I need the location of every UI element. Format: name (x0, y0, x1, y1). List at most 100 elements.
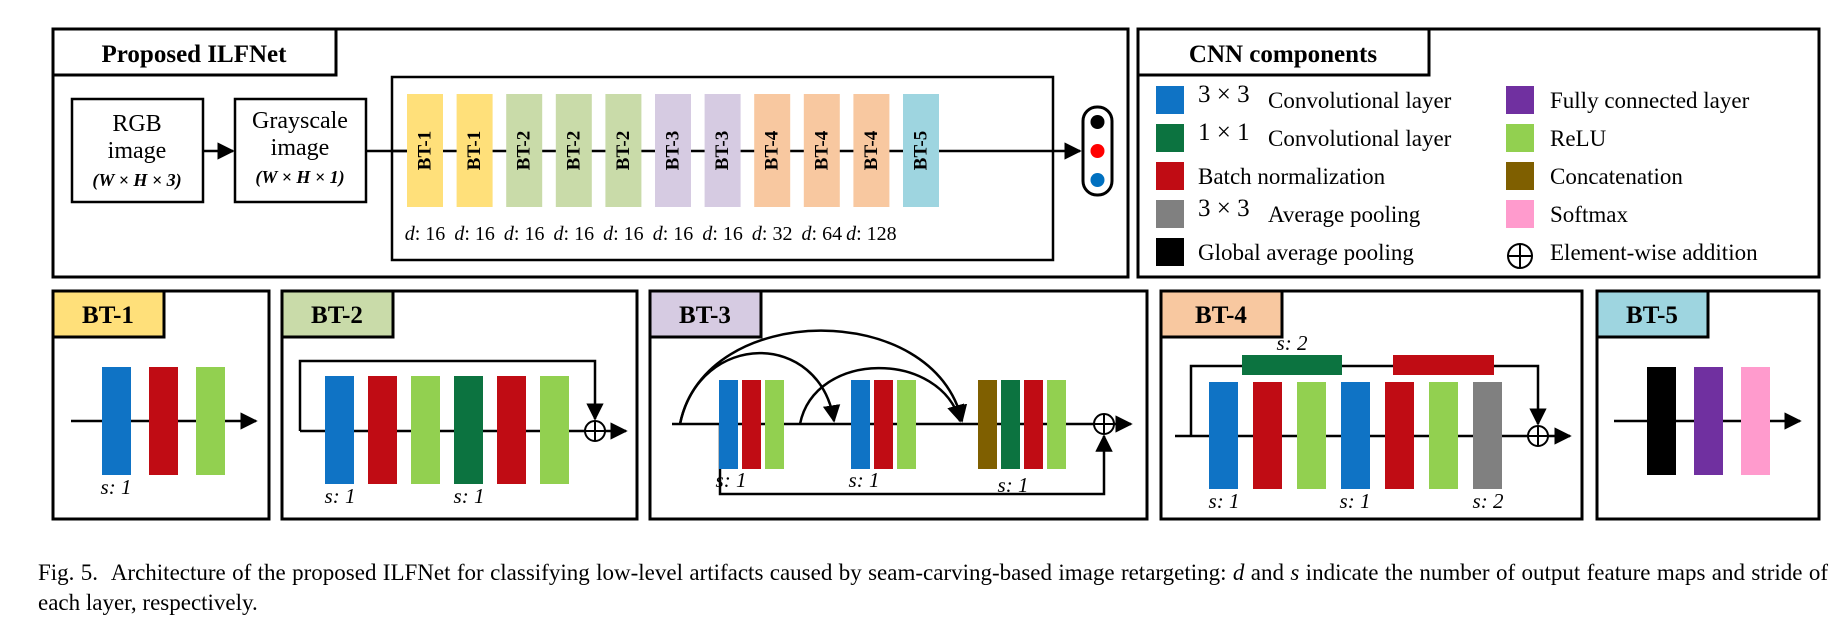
legend-swatch-relu (1506, 124, 1534, 152)
bt2-stride-2: s: 1 (454, 484, 485, 508)
rgb-line1: RGB (112, 111, 161, 137)
pipeline-block-11 (903, 94, 939, 207)
caption-part2: indicate the number of output feature ma… (38, 560, 1828, 615)
pipeline-block-6 (655, 94, 691, 207)
bt3-concat (978, 380, 997, 469)
bt5-panel: BT-5 (1595, 289, 1821, 521)
legend-swatch-bn (1156, 162, 1184, 190)
pipeline-block-d-7: d: 16 (702, 223, 743, 245)
legend-label-3: Batch normalization (1198, 164, 1386, 189)
bt4-conv3x3-1 (1209, 382, 1238, 489)
gray-line1: Grayscale (252, 108, 348, 134)
bt2-conv1x1 (454, 376, 483, 484)
bt4-batchnorm-2 (1385, 382, 1414, 489)
pipeline-block-d-3: d: 16 (504, 223, 545, 245)
bt4-skip-conv1x1 (1242, 355, 1342, 375)
caption-fig-number: Fig. 5. (38, 560, 99, 585)
legend-math-4: 3 × 3 (1198, 195, 1250, 222)
bt4-batchnorm-1 (1253, 382, 1282, 489)
pipeline-block-10 (853, 94, 890, 207)
bt5-global-avg-pool (1647, 367, 1676, 475)
proposed-ilfnet-panel: Proposed ILFNet RGB image (W × H × 3) Gr… (51, 27, 1130, 279)
caption-var-s: s (1290, 560, 1300, 585)
legend-math-1: 3 × 3 (1198, 81, 1250, 108)
pipeline-block-label-11: BT-5 (911, 131, 932, 170)
block-sequence-container (390, 75, 1055, 262)
pipeline-block-label-2: BT-1 (464, 131, 485, 170)
bt3-stride-3: s: 1 (998, 473, 1029, 497)
bt3-g3-conv1x1 (1001, 380, 1020, 469)
pipeline-block-d-8: d: 32 (752, 223, 793, 245)
pipeline-block-7 (704, 94, 741, 207)
legend-swatch-avgpool (1156, 200, 1184, 228)
bt4-stride-1: s: 1 (1209, 489, 1240, 513)
bt3-g1-conv3x3 (719, 380, 738, 469)
legend-right-label-1: Fully connected layer (1550, 88, 1750, 113)
bt5-fully-connected (1694, 367, 1723, 475)
pipeline-block-label-7: BT-3 (712, 131, 733, 170)
bt1-batchnorm (149, 367, 178, 475)
output-dot-1 (1090, 115, 1105, 129)
legend-swatch-conv3 (1156, 86, 1184, 114)
pipeline-block-d-10: d: 128 (846, 223, 897, 245)
bt1-stride: s: 1 (101, 475, 132, 499)
pipeline-block-d-1: d: 16 (405, 223, 446, 245)
rgb-line2: image (108, 138, 167, 164)
pipeline-block-d-6: d: 16 (653, 223, 694, 245)
rgb-dims: (W × H × 3) (92, 170, 181, 191)
bt4-avgpool (1473, 382, 1502, 489)
pipeline-block-d-9: d: 64 (802, 223, 843, 245)
pipeline-blocks: BT-1 d: 16 BT-1 d: 16 BT-2 d: 16 BT-2 d: 16 BT-2… (405, 94, 939, 245)
bt2-relu-1 (411, 376, 440, 484)
bt3-g2-batchnorm (874, 380, 893, 469)
bt3-panel: BT-3 s: 1 s: 1 s: 1 (648, 289, 1149, 521)
pipeline-block-label-8: BT-4 (762, 130, 783, 170)
legend-label-2: Convolutional layer (1268, 126, 1452, 151)
legend-right-label-4: Softmax (1550, 202, 1628, 227)
gray-line2: image (271, 135, 330, 161)
bt2-conv3x3 (325, 376, 354, 484)
pipeline-block-3 (506, 94, 543, 207)
bt2-batchnorm-1 (368, 376, 397, 484)
legend-swatch-fc (1506, 86, 1534, 114)
bt2-add-icon (584, 420, 606, 442)
bt4-top-stride: s: 2 (1277, 331, 1308, 355)
legend-swatch-conv1 (1156, 124, 1184, 152)
bt1-title: BT-1 (82, 302, 134, 329)
bt3-g3-batchnorm (1024, 380, 1043, 469)
pipeline-block-label-1: BT-1 (415, 131, 436, 170)
legend: 3 × 3 Convolutional layer 1 × 1 Convolution… (1156, 81, 1758, 269)
bt3-g2-relu (897, 380, 916, 469)
bt4-stride-2: s: 1 (1340, 489, 1371, 513)
legend-math-2: 1 × 1 (1198, 119, 1250, 146)
legend-label-1: Convolutional layer (1268, 88, 1452, 113)
bt3-g1-batchnorm (742, 380, 761, 469)
bt5-softmax (1741, 367, 1770, 475)
bt1-conv3x3 (102, 367, 131, 475)
pipeline-block-label-3: BT-2 (514, 131, 535, 170)
output-dots (1090, 115, 1105, 187)
bt1-panel: BT-1 s: 1 (51, 289, 271, 521)
bt2-batchnorm-2 (497, 376, 526, 484)
legend-add-icon (1507, 243, 1533, 269)
pipeline-block-d-5: d: 16 (603, 223, 644, 245)
bt2-title: BT-2 (311, 302, 363, 329)
legend-swatch-concat (1506, 162, 1534, 190)
bt4-relu-2 (1429, 382, 1458, 489)
bt3-stride-2: s: 1 (849, 468, 880, 492)
proposed-title: Proposed ILFNet (102, 41, 288, 68)
bt4-skip-batchnorm (1393, 355, 1494, 375)
output-dot-2 (1090, 144, 1105, 158)
bt3-g2-conv3x3 (851, 380, 870, 469)
figure-caption: Fig. 5. Architecture of the proposed ILF… (38, 558, 1828, 618)
pipeline-block-9 (803, 94, 840, 207)
bt1-relu (196, 367, 225, 475)
pipeline-block-2 (456, 94, 493, 207)
pipeline-block-label-6: BT-3 (663, 131, 684, 170)
caption-and: and (1244, 560, 1291, 585)
bt4-stride-3: s: 2 (1473, 489, 1504, 513)
bt2-panel: BT-2 s: 1 s: 1 (280, 289, 639, 521)
cnn-components-panel: CNN components 3 × 3 Convolutional layer 1… (1136, 27, 1821, 279)
bt4-conv3x3-2 (1341, 382, 1370, 489)
